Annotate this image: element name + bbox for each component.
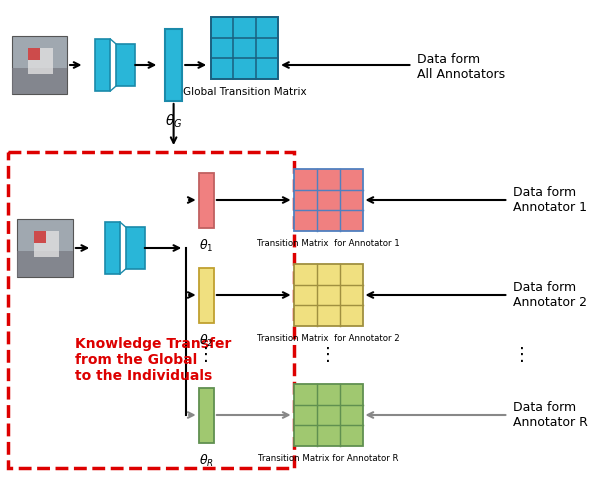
FancyBboxPatch shape [95, 39, 110, 91]
Text: $\theta_R$: $\theta_R$ [199, 453, 214, 468]
Text: Transition Matrix  for Annotator 1: Transition Matrix for Annotator 1 [257, 239, 400, 248]
Text: Data form
Annotator 1: Data form Annotator 1 [513, 186, 587, 214]
Text: ⋮: ⋮ [197, 346, 215, 364]
Text: $\theta_G$: $\theta_G$ [165, 113, 182, 131]
Text: ⋮: ⋮ [513, 346, 531, 364]
Text: ⋮: ⋮ [319, 346, 337, 364]
FancyBboxPatch shape [104, 222, 120, 274]
Text: Global Transition Matrix: Global Transition Matrix [183, 87, 307, 97]
FancyBboxPatch shape [293, 264, 362, 326]
FancyBboxPatch shape [165, 29, 182, 101]
FancyBboxPatch shape [17, 219, 73, 277]
FancyBboxPatch shape [17, 251, 73, 277]
FancyBboxPatch shape [34, 230, 46, 243]
Text: Data form
Annotator 2: Data form Annotator 2 [513, 281, 587, 309]
FancyBboxPatch shape [211, 17, 278, 79]
Text: Data form
All Annotators: Data form All Annotators [417, 53, 505, 81]
FancyBboxPatch shape [116, 44, 135, 86]
Text: Knowledge Transfer
from the Global
to the Individuals: Knowledge Transfer from the Global to th… [75, 337, 231, 383]
FancyBboxPatch shape [28, 48, 40, 60]
FancyBboxPatch shape [293, 384, 362, 446]
Text: $\theta_1$: $\theta_1$ [199, 238, 214, 253]
FancyBboxPatch shape [125, 227, 145, 269]
Text: Data form
Annotator R: Data form Annotator R [513, 401, 588, 429]
Text: Transition Matrix  for Annotator 2: Transition Matrix for Annotator 2 [257, 334, 400, 343]
FancyBboxPatch shape [11, 68, 67, 94]
FancyBboxPatch shape [34, 230, 59, 257]
FancyBboxPatch shape [11, 36, 67, 94]
Text: $\theta_2$: $\theta_2$ [199, 333, 214, 348]
FancyBboxPatch shape [293, 169, 362, 231]
Text: Transition Matrix for Annotator R: Transition Matrix for Annotator R [258, 454, 398, 463]
FancyBboxPatch shape [28, 48, 53, 74]
FancyBboxPatch shape [199, 267, 214, 323]
FancyBboxPatch shape [199, 172, 214, 228]
FancyBboxPatch shape [199, 387, 214, 443]
